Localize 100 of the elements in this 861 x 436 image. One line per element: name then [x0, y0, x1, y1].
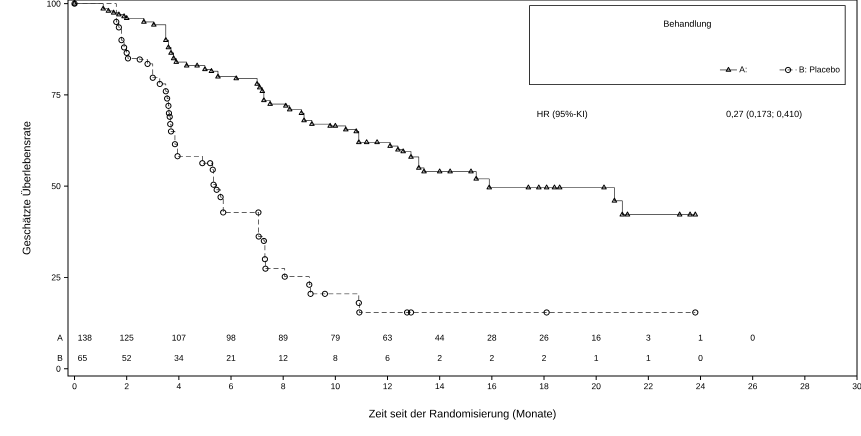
point — [217, 194, 224, 200]
point — [210, 166, 216, 173]
annotation: 65 — [78, 354, 87, 361]
x-tick-label: 2 — [124, 383, 129, 390]
point — [473, 176, 479, 181]
x-tick-label: 8 — [281, 383, 286, 390]
annotation: 0 — [698, 354, 703, 361]
annotation: 1 — [594, 355, 598, 361]
annotation: 2 — [438, 354, 442, 361]
y-tick-label: 75 — [52, 92, 60, 98]
point — [173, 58, 179, 64]
point — [544, 184, 550, 190]
annotation: 2 — [490, 354, 494, 361]
point — [141, 18, 147, 24]
point — [306, 282, 312, 288]
x-tick-label: 14 — [436, 383, 444, 390]
y-tick-label: 50 — [52, 183, 60, 190]
point — [150, 74, 156, 81]
point — [298, 110, 304, 115]
annotation: 52 — [122, 354, 131, 361]
x-tick-label: 22 — [644, 383, 653, 390]
point — [162, 88, 169, 94]
point — [174, 153, 181, 160]
point — [601, 184, 607, 190]
legend-label: B: Placebo — [800, 66, 840, 72]
point — [262, 266, 269, 272]
point — [282, 274, 288, 280]
y-tick-label: 100 — [47, 0, 60, 7]
x-tick-label: 0 — [72, 383, 77, 390]
point — [332, 122, 338, 128]
annotation: 28 — [488, 334, 496, 341]
point — [167, 121, 174, 128]
point — [165, 102, 172, 109]
point — [255, 209, 262, 216]
annotation: 34 — [174, 354, 184, 361]
point — [118, 37, 125, 44]
point — [408, 154, 414, 159]
point — [124, 15, 130, 20]
point — [620, 212, 626, 216]
point — [260, 88, 266, 94]
point — [544, 309, 550, 316]
point — [256, 84, 262, 90]
x-tick-label: 12 — [383, 383, 392, 390]
point — [468, 168, 474, 174]
annotation: 0,27 (0,173; 0,410) — [726, 110, 802, 119]
point — [254, 80, 260, 86]
point — [261, 97, 267, 102]
text: B — [58, 355, 62, 361]
point — [343, 126, 349, 132]
point — [356, 309, 362, 316]
annotation: 8 — [333, 354, 338, 361]
annotation: 89 — [278, 334, 288, 341]
point — [124, 55, 132, 62]
y-tick-label: 0 — [56, 366, 60, 372]
annotation: 125 — [120, 334, 134, 341]
point — [447, 168, 453, 174]
point — [536, 184, 542, 190]
point — [110, 10, 116, 15]
x-tick-label: 28 — [800, 383, 810, 390]
annotation: 107 — [172, 334, 186, 341]
annotation: 6 — [386, 354, 390, 361]
annotation: 12 — [279, 354, 288, 361]
point — [116, 11, 122, 16]
x-tick-label: 20 — [592, 383, 601, 390]
point — [202, 66, 208, 72]
x-tick-label: 30 — [852, 383, 861, 390]
point — [404, 309, 410, 316]
annotation: 3 — [646, 334, 650, 341]
point — [210, 182, 217, 188]
point — [106, 8, 112, 13]
point — [283, 102, 289, 108]
point — [121, 13, 127, 18]
point — [692, 309, 698, 316]
x-tick-label: 10 — [331, 383, 340, 390]
point — [307, 290, 314, 297]
point — [322, 290, 328, 297]
point — [395, 146, 401, 152]
y-tick-label: 25 — [52, 274, 60, 280]
annotation: 1 — [698, 334, 702, 341]
annotation: 21 — [226, 354, 236, 361]
point — [400, 148, 406, 154]
point — [356, 139, 362, 144]
x-axis-title: Zeit seit der Randomisierung (Monate) — [369, 409, 556, 420]
point — [151, 22, 157, 27]
point — [256, 233, 262, 240]
x-tick-label: 6 — [229, 383, 234, 390]
y-axis-title: Geschätzte Überlebensrate — [21, 122, 30, 254]
point — [486, 184, 492, 190]
point — [687, 212, 693, 216]
point — [100, 6, 106, 11]
point — [408, 309, 414, 316]
point — [387, 142, 393, 148]
point — [166, 110, 172, 116]
annotation: 63 — [383, 334, 392, 341]
point — [113, 18, 120, 25]
point — [168, 128, 174, 135]
point — [166, 44, 172, 50]
annotation: 2 — [542, 354, 546, 361]
point — [556, 184, 562, 190]
point — [215, 74, 221, 78]
